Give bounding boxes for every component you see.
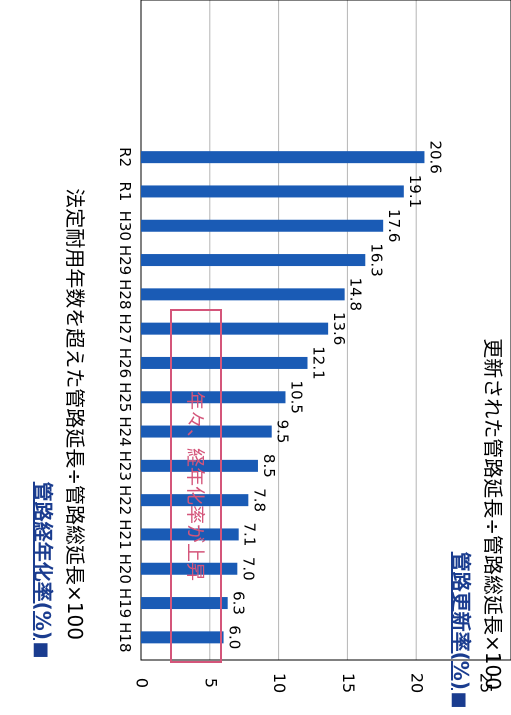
y-tick-label: 5 <box>201 678 220 688</box>
data-label: 16.3 <box>367 243 385 276</box>
bar <box>141 562 238 575</box>
header-formula: 法定耐用年数を超えた管路延長÷管路総延長×100 <box>63 188 87 640</box>
bars <box>140 151 425 644</box>
category-label: H25 <box>116 382 134 412</box>
footer-formula: 更新された管路延長÷管路総延長×100 <box>481 338 505 690</box>
bar <box>141 151 425 164</box>
data-label: 7.0 <box>239 557 257 581</box>
data-label: 17.6 <box>385 209 403 242</box>
category-label: H22 <box>116 485 134 515</box>
footer-bullet: ■ <box>449 691 470 708</box>
data-label: 19.1 <box>406 175 424 208</box>
category-label: H30 <box>116 211 134 241</box>
bar <box>141 219 384 232</box>
category-label: H23 <box>116 451 134 481</box>
header-bullet: ■ <box>31 641 52 658</box>
footer: ■ 管路更新率(%) 更新された管路延長÷管路総延長×100 <box>449 338 505 708</box>
data-label: 6.0 <box>226 625 244 649</box>
data-label: 9.5 <box>274 420 292 444</box>
bar <box>140 597 228 610</box>
y-tick-label: 10 <box>270 673 289 693</box>
category-label: R1 <box>116 181 134 201</box>
y-tick-label: 25 <box>477 673 496 693</box>
data-label: 7.8 <box>250 488 268 512</box>
value-labels: 6.0 6.3 7.0 7.1 7.8 8.5 9.5 10.512.113.614.816.… <box>226 140 445 649</box>
value-axis-ticks: 0 5 10 15 20 25 <box>133 673 496 693</box>
category-label: H19 <box>116 588 134 618</box>
data-label: 12.1 <box>309 346 327 379</box>
annotation-text: 年々、経年化率が上昇 <box>184 391 206 581</box>
category-label: H20 <box>116 554 134 584</box>
bar <box>141 356 308 369</box>
footer-title: 管路更新率(%) <box>449 552 473 690</box>
bar <box>141 254 366 267</box>
category-label: H27 <box>116 313 134 343</box>
y-tick-label: 20 <box>408 673 427 693</box>
y-tick-label: 0 <box>133 678 152 688</box>
header: ■ 管路経年化率(%) 法定耐用年数を超えた管路延長÷管路総延長×100 <box>31 188 87 658</box>
category-label: H21 <box>116 519 134 549</box>
bar <box>141 528 239 541</box>
header-title: 管路経年化率(%) <box>31 482 55 640</box>
category-label: H28 <box>116 279 134 309</box>
category-label: H29 <box>116 245 134 275</box>
data-label: 14.8 <box>347 278 365 311</box>
data-label: 8.5 <box>260 454 278 478</box>
data-label: 10.5 <box>287 381 305 414</box>
bar <box>141 288 345 301</box>
bar <box>141 391 286 404</box>
category-label: R2 <box>116 147 134 167</box>
annotation-box <box>170 309 222 663</box>
data-label: 6.3 <box>230 591 248 615</box>
data-label: 13.6 <box>330 312 348 345</box>
y-tick-label: 15 <box>339 673 358 693</box>
bar <box>141 425 272 438</box>
category-label: H18 <box>116 622 134 652</box>
bar <box>140 185 404 198</box>
category-label: H26 <box>116 348 134 378</box>
category-labels: H18 H19 H20 H21 H22 H23 H24 H25 H26 H27 H28 H29 H30 R… <box>116 147 134 652</box>
category-label: H24 <box>116 416 134 446</box>
data-label: 20.6 <box>426 140 444 173</box>
data-label: 7.1 <box>241 523 259 547</box>
bar <box>141 322 329 335</box>
bar <box>141 631 224 644</box>
